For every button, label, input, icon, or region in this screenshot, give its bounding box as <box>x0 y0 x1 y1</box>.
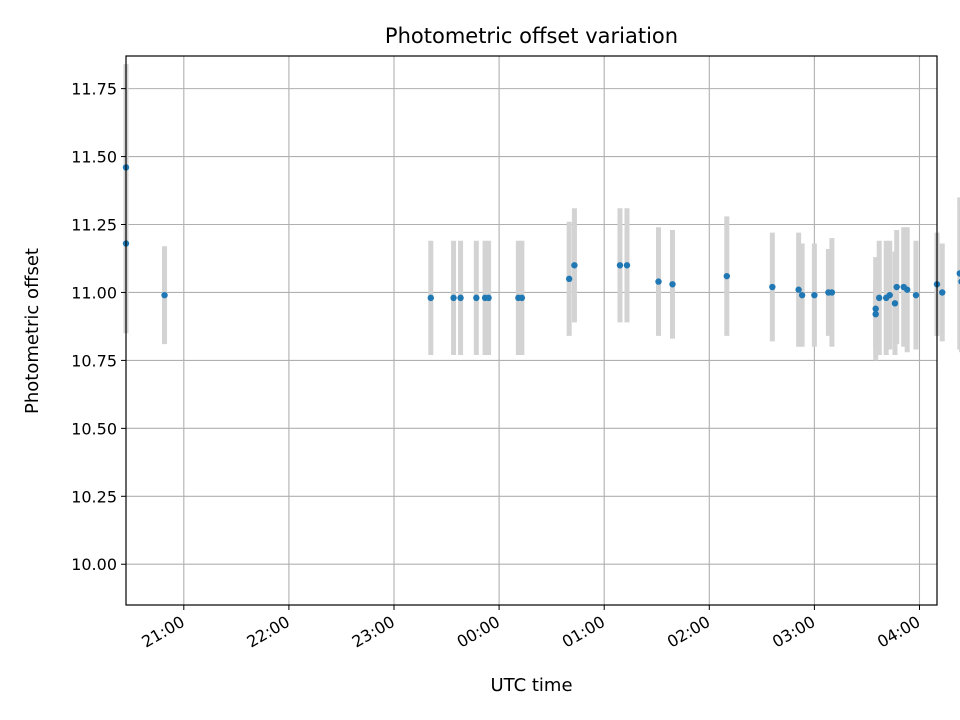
data-point <box>893 283 900 291</box>
y-tick-label: 10.50 <box>71 419 117 438</box>
y-tick-label: 10.25 <box>71 487 117 506</box>
data-point <box>886 291 893 299</box>
x-axis-title: UTC time <box>490 675 572 696</box>
plot-frame <box>125 55 938 606</box>
data-point <box>798 291 806 299</box>
data-point <box>623 262 631 269</box>
y-tick-label: 11.00 <box>71 283 117 302</box>
data-point <box>939 289 946 296</box>
data-point <box>655 278 662 285</box>
data-point <box>956 270 960 277</box>
data-point <box>565 275 573 283</box>
data-point <box>795 286 802 293</box>
data-point <box>912 291 920 299</box>
data-point <box>872 310 879 318</box>
data-point <box>769 283 776 291</box>
data-point <box>904 286 911 293</box>
chart-title: Photometric offset variation <box>385 24 678 48</box>
data-point <box>473 294 480 302</box>
data-point <box>875 294 883 302</box>
data-point <box>161 291 168 299</box>
y-tick-label: 11.50 <box>71 148 117 167</box>
y-axis-title: Photometric offset <box>22 248 43 414</box>
data-point <box>427 294 434 302</box>
data-point <box>518 294 526 302</box>
data-point <box>811 291 818 299</box>
data-point <box>616 262 624 269</box>
y-tick-label: 10.75 <box>71 351 117 370</box>
data-point <box>669 281 676 288</box>
data-point <box>450 294 457 302</box>
data-point <box>571 262 578 269</box>
data-point <box>457 294 464 302</box>
grid-layer <box>126 56 937 605</box>
y-tick-label: 11.25 <box>71 216 117 235</box>
data-point <box>872 305 879 312</box>
y-tick-label: 10.00 <box>71 555 117 574</box>
data-point <box>891 300 899 307</box>
data-point <box>485 294 492 302</box>
data-point <box>828 289 836 296</box>
data-point <box>723 272 731 280</box>
y-tick-label: 11.75 <box>71 80 117 99</box>
